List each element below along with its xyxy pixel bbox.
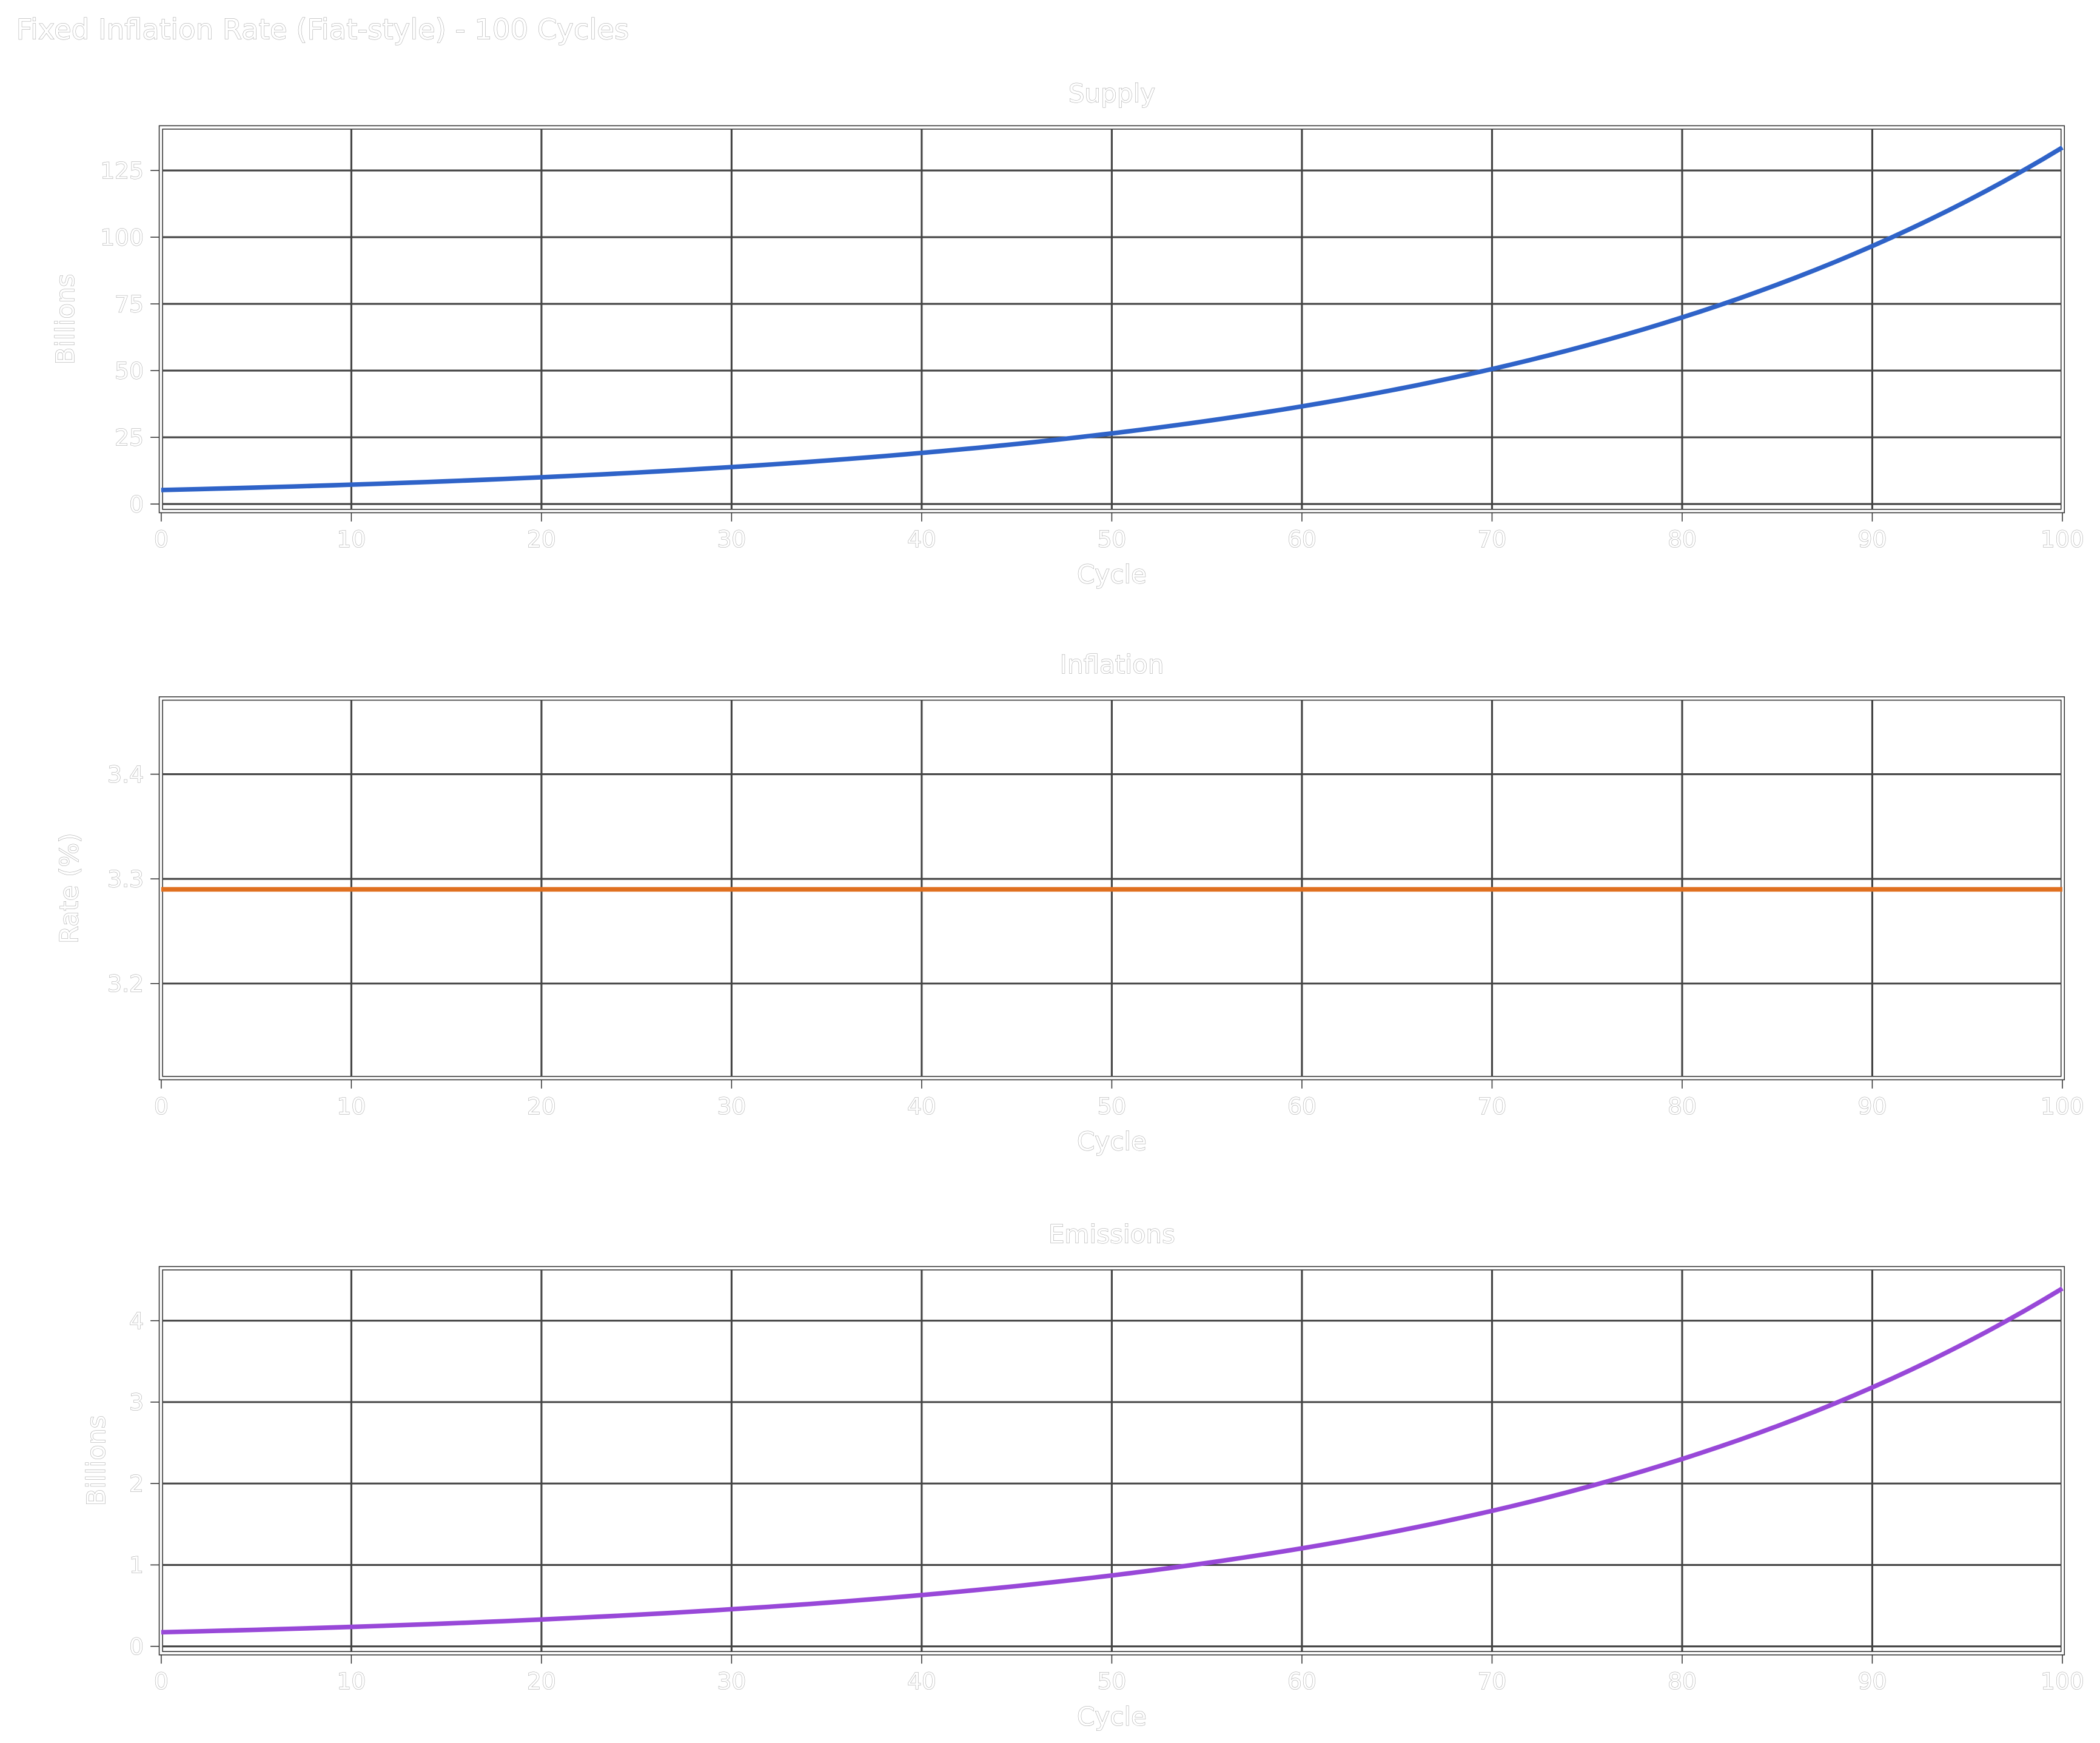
x-tick-label: 70 bbox=[1477, 1093, 1506, 1120]
x-tick-label: 0 bbox=[154, 1668, 169, 1694]
chart-title: Supply bbox=[1068, 79, 1155, 109]
x-tick-label: 30 bbox=[717, 1668, 746, 1694]
x-tick-label: 20 bbox=[527, 1093, 556, 1120]
x-tick-label: 10 bbox=[337, 1668, 366, 1694]
x-tick-label: 40 bbox=[907, 526, 936, 552]
x-tick-label: 70 bbox=[1477, 1668, 1506, 1694]
x-tick-label: 60 bbox=[1287, 526, 1317, 552]
x-tick-label: 10 bbox=[337, 1093, 366, 1120]
y-tick-label: 75 bbox=[115, 290, 144, 317]
x-tick-label: 30 bbox=[717, 526, 746, 552]
x-tick-label: 60 bbox=[1287, 1668, 1317, 1694]
x-tick-label: 90 bbox=[1857, 526, 1887, 552]
chart-panel-inflation: 0 10 20 30 40 50 60 70 80 90 100 3.2 3.3 3.4 Inflation… bbox=[54, 650, 2084, 1157]
x-tick-label: 80 bbox=[1668, 1093, 1697, 1120]
x-tick-label: 0 bbox=[154, 526, 169, 552]
x-axis-label: Cycle bbox=[1077, 1702, 1147, 1731]
y-tick-label: 4 bbox=[129, 1308, 144, 1334]
x-tick-label: 100 bbox=[2041, 526, 2084, 552]
y-tick-label: 3.3 bbox=[107, 865, 144, 892]
x-tick-label: 30 bbox=[717, 1093, 746, 1120]
x-tick-label: 50 bbox=[1097, 526, 1126, 552]
x-tick-label: 80 bbox=[1668, 1668, 1697, 1694]
x-tick-label: 50 bbox=[1097, 1668, 1126, 1694]
x-tick-label: 80 bbox=[1668, 526, 1697, 552]
chart-panel-supply: 0 10 20 30 40 50 60 70 80 90 100 0 25 50 75 100 125 Suppl… bbox=[50, 78, 2084, 589]
x-tick-label: 90 bbox=[1857, 1093, 1887, 1120]
chart-title: Inflation bbox=[1059, 650, 1164, 679]
x-axis-label: Cycle bbox=[1077, 1127, 1147, 1157]
y-tick-label: 125 bbox=[100, 157, 144, 184]
y-tick-label: 100 bbox=[100, 224, 144, 250]
x-tick-label: 40 bbox=[907, 1093, 936, 1120]
y-tick-label: 1 bbox=[129, 1552, 144, 1579]
y-tick-label: 0 bbox=[129, 491, 144, 517]
y-axis-label: Rate (%) bbox=[55, 833, 84, 944]
y-tick-label: 2 bbox=[129, 1470, 144, 1497]
y-axis-label: Billions bbox=[50, 274, 80, 364]
chart-panel-emissions: 0 10 20 30 40 50 60 70 80 90 100 0 1 2 3 4 Emissions Cycl… bbox=[81, 1219, 2084, 1731]
x-tick-label: 40 bbox=[907, 1668, 936, 1694]
x-tick-label: 50 bbox=[1097, 1093, 1126, 1120]
x-tick-label: 20 bbox=[527, 526, 556, 552]
y-tick-label: 0 bbox=[129, 1633, 144, 1660]
x-axis-label: Cycle bbox=[1077, 560, 1147, 589]
x-tick-label: 0 bbox=[154, 1093, 169, 1120]
x-tick-label: 100 bbox=[2041, 1093, 2084, 1120]
y-tick-label: 3.2 bbox=[107, 970, 144, 997]
x-tick-label: 10 bbox=[337, 526, 366, 552]
x-tick-label: 90 bbox=[1857, 1668, 1887, 1694]
x-tick-label: 100 bbox=[2041, 1668, 2084, 1694]
y-tick-label: 3.4 bbox=[107, 761, 144, 788]
y-tick-label: 25 bbox=[115, 424, 144, 451]
x-tick-label: 70 bbox=[1477, 526, 1506, 552]
y-tick-label: 50 bbox=[115, 357, 144, 384]
y-axis-label: Billions bbox=[81, 1416, 111, 1506]
x-tick-label: 60 bbox=[1287, 1093, 1317, 1120]
y-tick-label: 3 bbox=[129, 1389, 144, 1416]
x-tick-label: 20 bbox=[527, 1668, 556, 1694]
chart-title: Emissions bbox=[1048, 1220, 1175, 1249]
figure-title: Fixed Inflation Rate (Fiat-style) - 100 … bbox=[16, 13, 629, 45]
